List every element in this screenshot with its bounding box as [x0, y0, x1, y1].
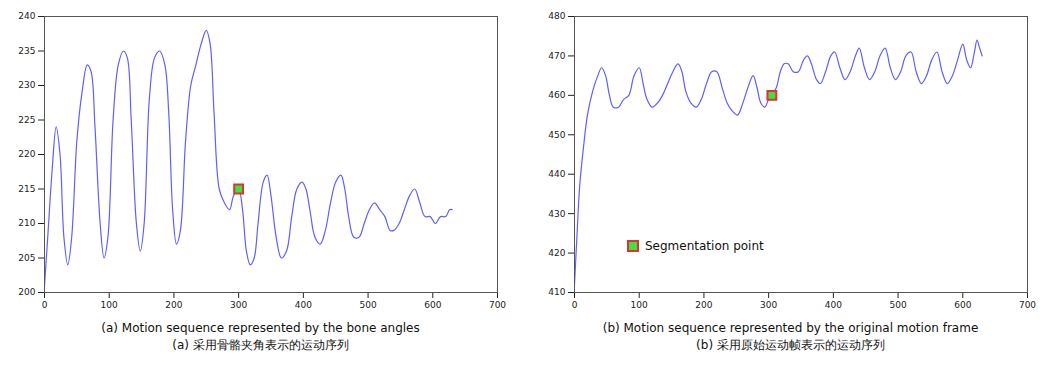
svg-text:400: 400 — [295, 300, 312, 310]
svg-text:430: 430 — [548, 209, 565, 219]
svg-text:100: 100 — [101, 300, 118, 310]
svg-text:470: 470 — [548, 51, 565, 61]
svg-text:230: 230 — [18, 80, 35, 90]
svg-text:600: 600 — [424, 300, 441, 310]
svg-text:200: 200 — [695, 300, 712, 310]
svg-text:100: 100 — [631, 300, 648, 310]
svg-text:300: 300 — [230, 300, 247, 310]
svg-text:420: 420 — [548, 248, 565, 258]
html-text:(b) 采用原始运动帧表示的运动序列: (b) 采用原始运动帧表示的运动序列 — [696, 338, 885, 352]
svg-text:235: 235 — [18, 46, 35, 56]
html-text:(a) Motion sequence represente: (a) Motion sequence represented by the b… — [101, 321, 420, 335]
html-text:Segmentation point: Segmentation point — [645, 239, 764, 253]
svg-text:410: 410 — [548, 287, 565, 297]
svg-text:600: 600 — [954, 300, 971, 310]
svg-text:500: 500 — [359, 300, 376, 310]
svg-text:0: 0 — [572, 300, 578, 310]
svg-text:480: 480 — [548, 11, 565, 21]
svg-text:225: 225 — [18, 115, 35, 125]
svg-text:400: 400 — [825, 300, 842, 310]
svg-text:210: 210 — [18, 218, 35, 228]
svg-text:440: 440 — [548, 169, 565, 179]
svg-text:240: 240 — [18, 11, 35, 21]
svg-text:220: 220 — [18, 149, 35, 159]
svg-text:0: 0 — [42, 300, 48, 310]
svg-text:450: 450 — [548, 130, 565, 140]
svg-text:700: 700 — [489, 300, 506, 310]
html-text:(a) 采用骨骼夹角表示的运动序列: (a) 采用骨骼夹角表示的运动序列 — [172, 338, 349, 352]
svg-text:460: 460 — [548, 90, 565, 100]
svg-text:200: 200 — [165, 300, 182, 310]
svg-text:200: 200 — [18, 287, 35, 297]
svg-text:205: 205 — [18, 253, 35, 263]
svg-text:300: 300 — [760, 300, 777, 310]
html-text:(b) Motion sequence represente: (b) Motion sequence represented by the o… — [602, 321, 979, 335]
svg-text:500: 500 — [889, 300, 906, 310]
svg-text:700: 700 — [1019, 300, 1036, 310]
svg-text:215: 215 — [18, 184, 35, 194]
